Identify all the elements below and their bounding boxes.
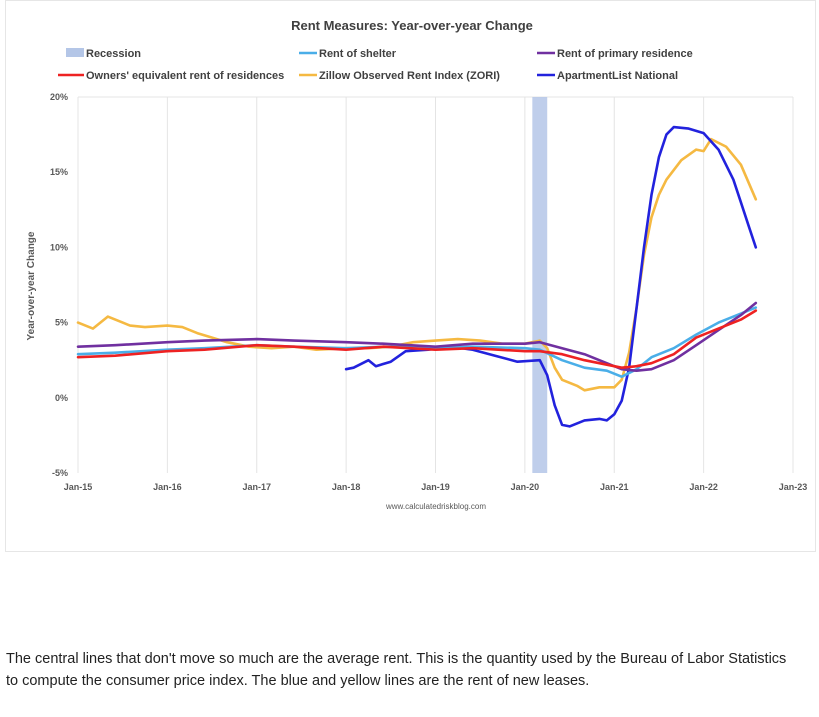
legend-label: Recession: [86, 48, 141, 60]
y-axis-ticks: -5% 0% 5% 10% 15% 20%: [50, 92, 68, 478]
legend-swatch: [66, 48, 84, 57]
y-axis-title: Year-over-year Change: [26, 231, 37, 340]
x-tick-label: Jan-16: [153, 482, 182, 492]
y-tick-label: 20%: [50, 92, 68, 102]
x-tick-label: Jan-18: [332, 482, 361, 492]
line-chart: Rent Measures: Year-over-year Change Rec…: [26, 18, 808, 511]
chart-source: www.calculatedriskblog.com: [385, 502, 486, 511]
legend-item-rent-of-primary-residence: Rent of primary residence: [537, 48, 693, 60]
x-tick-label: Jan-22: [689, 482, 718, 492]
chart-title: Rent Measures: Year-over-year Change: [291, 18, 533, 33]
x-tick-label: Jan-17: [242, 482, 271, 492]
legend-item-rent-of-shelter: Rent of shelter: [299, 48, 397, 60]
series-lines: [76, 125, 758, 428]
recession-band-group: [532, 97, 548, 473]
chart-legend: Recession Rent of shelter Rent of primary …: [58, 48, 693, 82]
y-tick-label: 0%: [55, 393, 68, 403]
legend-item-owners-equivalent-rent-of-residences: Owners' equivalent rent of residences: [58, 70, 284, 82]
series-line-owners-equivalent-rent-of-residences: [76, 309, 758, 369]
legend-label: Zillow Observed Rent Index (ZORI): [319, 70, 500, 82]
x-tick-label: Jan-21: [600, 482, 629, 492]
legend-item-zillow-observed-rent-index-zori: Zillow Observed Rent Index (ZORI): [299, 70, 500, 82]
recession-band: [532, 97, 548, 473]
y-tick-label: -5%: [52, 468, 68, 478]
x-tick-label: Jan-15: [64, 482, 93, 492]
x-tick-label: Jan-19: [421, 482, 450, 492]
legend-label: Rent of shelter: [319, 48, 397, 60]
x-axis-ticks: Jan-15 Jan-16 Jan-17 Jan-18 Jan-19 Jan-20 Jan-…: [64, 482, 808, 492]
chart-gridlines: [77, 96, 794, 473]
legend-label: Owners' equivalent rent of residences: [86, 70, 284, 82]
legend-item-apartmentlist-national: ApartmentList National: [537, 70, 678, 82]
x-tick-label: Jan-23: [779, 482, 808, 492]
y-tick-label: 15%: [50, 167, 68, 177]
y-tick-label: 5%: [55, 318, 68, 328]
x-tick-label: Jan-20: [511, 482, 540, 492]
y-tick-label: 10%: [50, 242, 68, 252]
series-line-rent-of-primary-residence: [76, 301, 758, 372]
series-line-apartmentlist-national: [344, 125, 758, 428]
chart-card: Rent Measures: Year-over-year Change Rec…: [5, 0, 816, 552]
legend-item-recession: Recession: [66, 48, 141, 60]
caption-paragraph: The central lines that don't move so muc…: [6, 651, 787, 689]
legend-label: ApartmentList National: [557, 70, 678, 82]
legend-label: Rent of primary residence: [557, 48, 693, 60]
